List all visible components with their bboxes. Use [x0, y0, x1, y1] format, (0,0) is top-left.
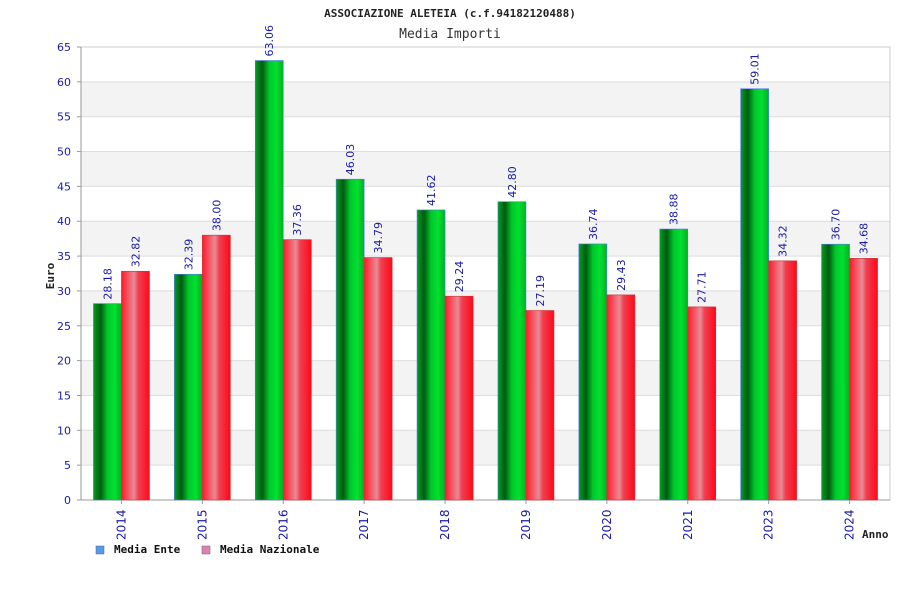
bar-media-ente [254, 60, 284, 501]
y-tick-label: 25 [57, 320, 71, 333]
data-label: 37.36 [291, 204, 304, 236]
bar-media-nazionale [606, 294, 636, 501]
y-tick-label: 35 [57, 250, 71, 263]
data-label: 41.62 [425, 174, 438, 206]
x-tick-label: 2015 [195, 509, 209, 540]
bar-media-nazionale [363, 257, 393, 501]
bar-media-ente [335, 178, 365, 501]
bar-media-ente [821, 243, 850, 501]
data-label: 38.00 [210, 200, 223, 232]
x-tick-label: 2018 [438, 509, 452, 540]
data-label: 46.03 [344, 144, 357, 176]
data-label: 29.43 [615, 259, 628, 291]
y-tick-label: 60 [57, 76, 71, 89]
y-tick-label: 45 [57, 180, 71, 193]
bar-media-ente [416, 209, 446, 501]
bar-media-nazionale [525, 310, 555, 501]
data-label: 63.06 [263, 25, 276, 57]
data-label: 36.70 [830, 209, 843, 241]
data-label: 27.19 [534, 275, 547, 307]
y-tick-label: 40 [57, 215, 71, 228]
data-label: 32.39 [182, 239, 195, 271]
y-tick-label: 0 [64, 494, 71, 507]
data-label: 34.32 [777, 225, 790, 257]
legend-label-media-ente: Media Ente [114, 543, 181, 556]
x-tick-label: 2016 [276, 509, 290, 540]
data-label: 29.24 [453, 261, 466, 293]
legend-swatch-media-ente [95, 545, 105, 555]
x-axis-label: Anno [862, 528, 889, 541]
bar-media-ente [578, 243, 608, 501]
data-label: 42.80 [506, 166, 519, 198]
x-tick-label: 2017 [357, 509, 371, 540]
x-tick-label: 2021 [681, 509, 695, 540]
data-label: 59.01 [749, 53, 762, 85]
data-label: 34.79 [372, 222, 385, 254]
y-tick-label: 15 [57, 389, 71, 402]
bar-media-ente [659, 228, 689, 501]
y-tick-label: 50 [57, 146, 71, 159]
x-tick-label: 2019 [519, 509, 533, 540]
legend-label-media-nazionale: Media Nazionale [220, 543, 320, 556]
bar-media-nazionale [282, 239, 312, 501]
data-label: 34.68 [858, 223, 871, 255]
y-axis-label: Euro [44, 262, 57, 289]
y-tick-label: 20 [57, 355, 71, 368]
y-tick-label: 65 [57, 41, 71, 54]
data-label: 28.18 [101, 268, 114, 300]
chart-subtitle: Media Importi [399, 27, 501, 42]
data-label: 36.74 [587, 208, 600, 240]
data-label: 27.71 [696, 271, 709, 303]
bar-media-nazionale [687, 306, 717, 501]
legend: Media Ente Media Nazionale [95, 543, 320, 556]
chart-title: ASSOCIAZIONE ALETEIA (c.f.94182120488) [324, 7, 576, 20]
bar-media-ente [740, 88, 769, 501]
x-tick-label: 2014 [114, 509, 128, 540]
data-label: 32.82 [129, 236, 142, 268]
y-tick-label: 55 [57, 111, 71, 124]
bar-media-ente [497, 201, 527, 501]
legend-swatch-media-nazionale [201, 545, 211, 555]
bar-media-nazionale [849, 258, 878, 501]
data-label: 38.88 [668, 194, 681, 226]
y-tick-label: 5 [64, 459, 71, 472]
bar-media-nazionale [768, 260, 797, 501]
bar-media-nazionale [444, 295, 474, 501]
plot-area: 0 5 10 15 20 25 30 35 40 45 50 55 60 65 28.18 32.82 2014… [57, 25, 891, 540]
y-tick-label: 10 [57, 424, 71, 437]
x-tick-label: 2023 [762, 509, 776, 540]
y-tick-label: 30 [57, 285, 71, 298]
x-tick-label: 2020 [600, 509, 614, 540]
bar-media-nazionale [121, 270, 150, 501]
bar-media-nazionale [202, 234, 231, 501]
bar-media-ente [93, 303, 122, 501]
bar-media-ente [174, 273, 203, 501]
x-tick-label: 2024 [843, 509, 857, 540]
